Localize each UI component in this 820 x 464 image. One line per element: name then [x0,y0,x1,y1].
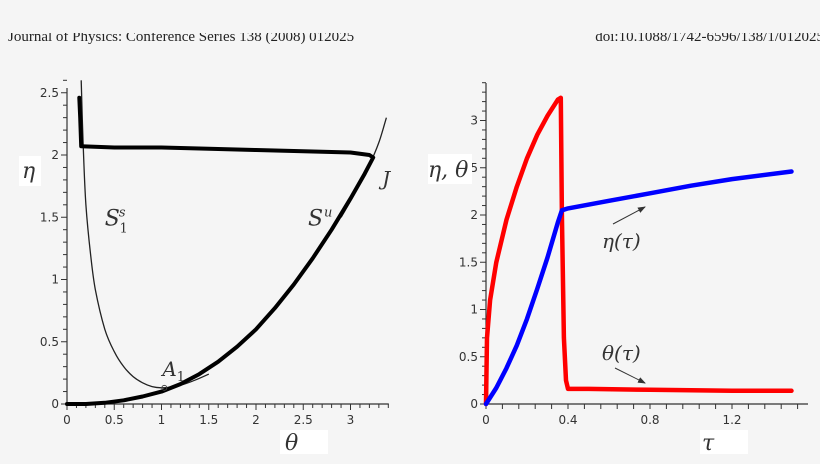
time-series-chart: 00.40.81.200.511.522.53η(τ)θ(τ)η, θτ [428,82,808,456]
x-tick-label: 3 [347,413,355,427]
x-tick-label: 1.5 [199,413,218,427]
annotation-a1: A1 [160,357,185,385]
y-tick-label: 2.5 [40,86,59,100]
y-tick-label: 1 [51,273,59,287]
y-tick-label: 1.5 [40,210,59,224]
y-tick-label: 0 [470,397,478,411]
annotation-s1s: Ss 1 [105,205,128,236]
y-label-box [428,154,472,184]
x-tick-label: 2 [252,413,260,427]
annotation-su: Su [308,205,332,231]
stable-manifold-curve [80,80,210,389]
y-tick-label: 1.5 [459,255,478,269]
x-axis-label: τ [702,431,715,456]
journal-header: Journal of Physics: Conference Series 13… [8,29,355,45]
theta-annotation: θ(τ) [602,341,641,365]
x-label-box [280,430,328,454]
eta-series-line [483,169,794,407]
x-tick-label: 0.5 [105,413,124,427]
eta-annotation: η(τ) [602,229,641,253]
y-tick-label: 0.5 [40,335,59,349]
y-tick-label: 3 [470,114,478,128]
y-axis-label: η [22,159,35,184]
trajectory-curve [65,95,376,406]
theta-series-line [483,95,794,407]
annotation-j: J [378,166,391,190]
y-label-box [19,156,41,186]
y-axis-label: η, θ [428,158,468,183]
equilibrium-a1-marker [161,384,168,391]
x-tick-label: 0.8 [640,413,659,427]
theta-annotation-arrow [614,367,646,384]
x-tick-label: 0 [63,413,71,427]
x-tick-label: 1 [158,413,166,427]
doi-header: doi:10.1088/1742-6596/138/1/012025 [595,29,820,45]
y-tick-label: 1 [470,303,478,317]
x-axis-label: θ [285,431,298,456]
phase-plane-chart: 0 0.5 1 1.5 2 2.5 3 0 0.5 1 1.5 2 2.5 Ss 1 Su A1 Jη θ [19,79,391,456]
x-tick-label: 1.2 [722,413,741,427]
y-tick-label: 2 [51,148,59,162]
x-tick-label: 0.4 [558,413,577,427]
y-tick-label: 2 [470,208,478,222]
y-tick-label: 0.5 [459,350,478,364]
eta-annotation-arrow [612,206,646,225]
x-tick-label: 2.5 [294,413,313,427]
y-tick-label: 0 [51,397,59,411]
x-label-box [700,430,748,454]
x-tick-label: 0 [482,413,490,427]
